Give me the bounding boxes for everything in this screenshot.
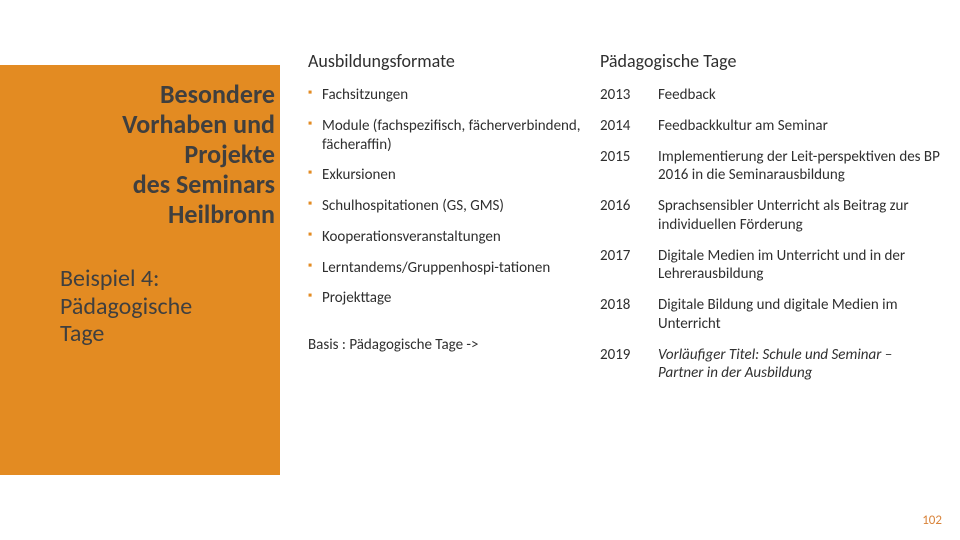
year-table: 2013 Feedback 2014 Feedbackkultur am Sem… xyxy=(600,86,940,383)
slide-subtitle: Beispiel 4: Pädagogische Tage xyxy=(60,265,275,348)
desc-cell: Digitale Bildung und digitale Medien im … xyxy=(658,296,940,334)
year-cell: 2016 xyxy=(600,197,658,235)
subtitle-line: Tage xyxy=(60,320,275,348)
basis-text: Basis : Pädagogische Tage -> xyxy=(308,336,588,354)
list-item: Fachsitzungen xyxy=(308,86,588,105)
slide: Besondere Vorhaben und Projekte des Semi… xyxy=(0,0,960,540)
year-cell: 2014 xyxy=(600,117,658,136)
table-row: 2019 Vorläufiger Titel: Schule und Semin… xyxy=(600,346,940,384)
desc-cell: Feedback xyxy=(658,86,716,105)
list-item: Schulhospitationen (GS, GMS) xyxy=(308,197,588,216)
title-line: Projekte xyxy=(60,140,275,170)
right-column-header: Pädagogische Tage xyxy=(600,50,940,72)
slide-title: Besondere Vorhaben und Projekte des Semi… xyxy=(60,80,275,229)
desc-cell: Vorläufiger Titel: Schule und Seminar – … xyxy=(658,346,940,384)
subtitle-line: Beispiel 4: xyxy=(60,265,275,293)
year-cell: 2019 xyxy=(600,346,658,384)
desc-cell: Digitale Medien im Unterricht und in der… xyxy=(658,247,940,285)
table-row: 2018 Digitale Bildung und digitale Medie… xyxy=(600,296,940,334)
subtitle-line: Pädagogische xyxy=(60,293,275,321)
desc-cell: Feedbackkultur am Seminar xyxy=(658,117,828,136)
list-item: Module (fachspezifisch, fächerverbindend… xyxy=(308,117,588,155)
year-cell: 2017 xyxy=(600,247,658,285)
table-row: 2015 Implementierung der Leit-perspektiv… xyxy=(600,148,940,186)
year-cell: 2018 xyxy=(600,296,658,334)
right-column: Pädagogische Tage 2013 Feedback 2014 Fee… xyxy=(600,50,940,395)
year-cell: 2015 xyxy=(600,148,658,186)
list-item: Lerntandems/Gruppenhospi-tationen xyxy=(308,259,588,278)
table-row: 2014 Feedbackkultur am Seminar xyxy=(600,117,940,136)
title-line: Vorhaben und xyxy=(60,110,275,140)
list-item: Kooperationsveranstaltungen xyxy=(308,228,588,247)
list-item: Exkursionen xyxy=(308,166,588,185)
list-item: Projekttage xyxy=(308,289,588,308)
table-row: 2017 Digitale Medien im Unterricht und i… xyxy=(600,247,940,285)
title-line: Besondere xyxy=(60,80,275,110)
left-column: Ausbildungsformate Fachsitzungen Module … xyxy=(308,50,588,354)
bullet-list: Fachsitzungen Module (fachspezifisch, fä… xyxy=(308,86,588,308)
table-row: 2013 Feedback xyxy=(600,86,940,105)
title-line: des Seminars xyxy=(60,170,275,200)
year-cell: 2013 xyxy=(600,86,658,105)
left-column-header: Ausbildungsformate xyxy=(308,50,588,72)
page-number: 102 xyxy=(922,513,942,528)
desc-cell: Implementierung der Leit-perspektiven de… xyxy=(658,148,940,186)
table-row: 2016 Sprachsensibler Unterricht als Beit… xyxy=(600,197,940,235)
desc-cell: Sprachsensibler Unterricht als Beitrag z… xyxy=(658,197,940,235)
title-line: Heilbronn xyxy=(60,200,275,230)
